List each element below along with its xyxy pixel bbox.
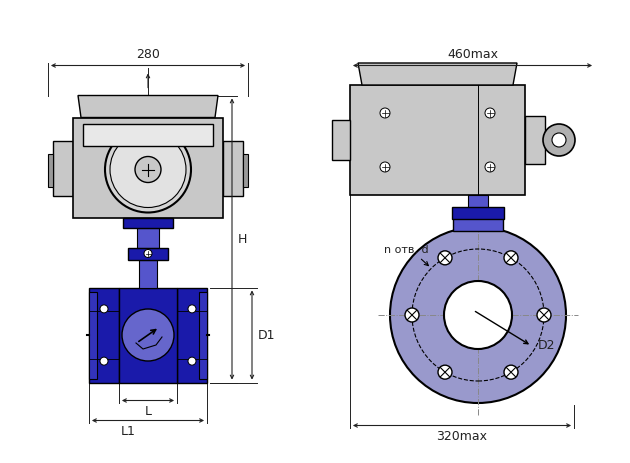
Text: 280: 280 [136, 49, 160, 62]
Bar [452, 207, 504, 219]
Circle shape [188, 305, 196, 313]
Polygon shape [78, 96, 218, 118]
Circle shape [543, 125, 575, 156]
Bar [48, 155, 53, 188]
Circle shape [188, 357, 196, 365]
Circle shape [100, 357, 108, 365]
Text: 460max: 460max [447, 49, 498, 62]
Circle shape [485, 163, 495, 173]
Text: L1: L1 [120, 425, 135, 438]
Circle shape [405, 308, 419, 322]
Bar [468, 195, 488, 216]
Circle shape [504, 251, 518, 265]
Circle shape [504, 365, 518, 379]
Text: L: L [144, 405, 151, 418]
Bar [137, 228, 159, 248]
Bar [123, 218, 173, 228]
Circle shape [552, 134, 566, 148]
Circle shape [485, 109, 495, 119]
Circle shape [110, 132, 186, 208]
Circle shape [100, 305, 108, 313]
Bar [223, 141, 243, 196]
Circle shape [122, 309, 174, 361]
Bar [83, 124, 213, 146]
Text: 320max: 320max [437, 430, 488, 443]
Bar [243, 155, 248, 188]
Circle shape [380, 109, 390, 119]
Bar [177, 288, 207, 383]
Bar [73, 118, 223, 218]
Circle shape [105, 127, 191, 213]
Circle shape [537, 308, 551, 322]
Bar [332, 121, 350, 161]
Bar [350, 86, 525, 195]
Bar [53, 141, 73, 196]
Circle shape [444, 282, 512, 349]
Circle shape [438, 365, 452, 379]
Circle shape [380, 163, 390, 173]
Bar [89, 288, 119, 383]
Bar [525, 117, 545, 165]
Circle shape [135, 157, 161, 183]
Bar [119, 288, 177, 383]
Polygon shape [358, 64, 517, 86]
Circle shape [390, 227, 566, 403]
Text: n отв. d: n отв. d [384, 245, 429, 255]
Circle shape [438, 251, 452, 265]
Text: H: H [238, 233, 248, 246]
Bar [453, 212, 503, 232]
Bar [128, 248, 168, 260]
Text: D1: D1 [258, 329, 275, 342]
Bar [89, 292, 97, 379]
Bar [199, 292, 207, 379]
Text: D2: D2 [537, 338, 555, 351]
Circle shape [144, 250, 152, 258]
Bar [139, 260, 157, 288]
